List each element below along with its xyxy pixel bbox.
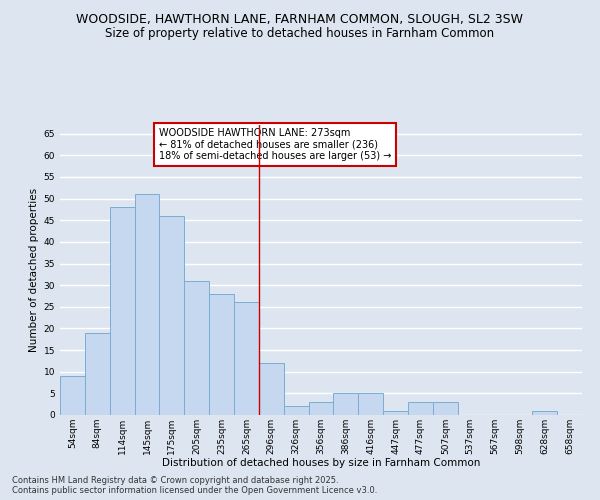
Bar xyxy=(110,207,134,415)
Bar xyxy=(184,281,209,415)
Bar xyxy=(408,402,433,415)
Text: Contains HM Land Registry data © Crown copyright and database right 2025.
Contai: Contains HM Land Registry data © Crown c… xyxy=(12,476,377,495)
Y-axis label: Number of detached properties: Number of detached properties xyxy=(29,188,40,352)
Bar xyxy=(234,302,259,415)
Bar xyxy=(532,410,557,415)
Bar xyxy=(433,402,458,415)
Bar xyxy=(134,194,160,415)
Bar xyxy=(383,410,408,415)
Bar xyxy=(259,363,284,415)
Bar xyxy=(334,394,358,415)
Bar xyxy=(160,216,184,415)
Bar xyxy=(308,402,334,415)
X-axis label: Distribution of detached houses by size in Farnham Common: Distribution of detached houses by size … xyxy=(162,458,480,468)
Bar xyxy=(209,294,234,415)
Text: Size of property relative to detached houses in Farnham Common: Size of property relative to detached ho… xyxy=(106,28,494,40)
Bar xyxy=(358,394,383,415)
Bar xyxy=(60,376,85,415)
Text: WOODSIDE, HAWTHORN LANE, FARNHAM COMMON, SLOUGH, SL2 3SW: WOODSIDE, HAWTHORN LANE, FARNHAM COMMON,… xyxy=(77,12,523,26)
Bar xyxy=(85,333,110,415)
Bar xyxy=(284,406,308,415)
Text: WOODSIDE HAWTHORN LANE: 273sqm
← 81% of detached houses are smaller (236)
18% of: WOODSIDE HAWTHORN LANE: 273sqm ← 81% of … xyxy=(159,128,392,161)
